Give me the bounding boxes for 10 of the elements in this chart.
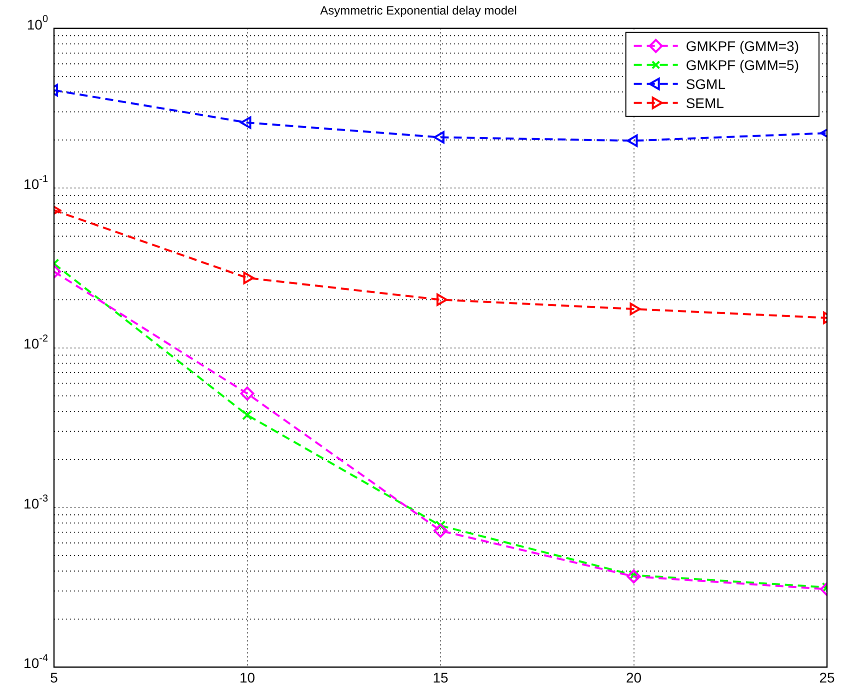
x-tick-label: 15: [432, 669, 448, 686]
legend-label: SEML: [686, 94, 724, 111]
chart-title: Asymmetric Exponential delay model: [320, 4, 517, 18]
x-tick-label: 5: [50, 669, 58, 686]
x-tick-label: 20: [626, 669, 642, 686]
x-tick-label: 10: [239, 669, 256, 686]
legend-label: GMKPF (GMM=3): [686, 38, 800, 54]
legend-label: GMKPF (GMM=5): [686, 56, 800, 73]
legend-label: SGML: [686, 76, 726, 92]
x-tick-label: 25: [819, 669, 835, 686]
